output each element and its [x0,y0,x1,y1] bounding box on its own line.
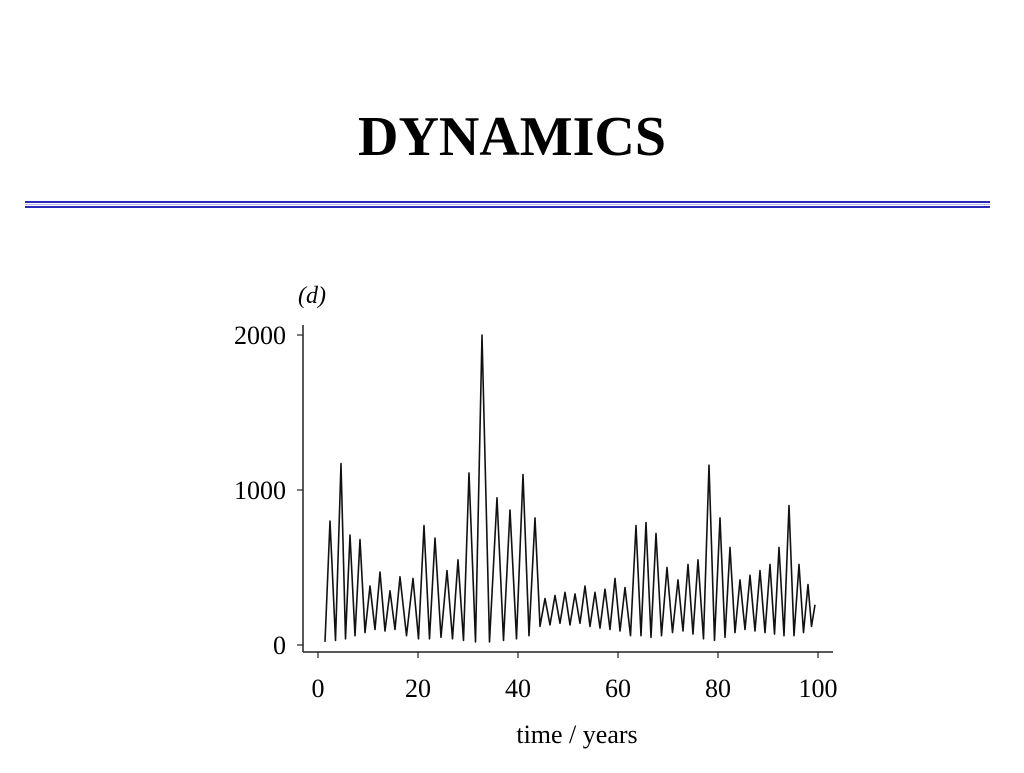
y-tick-label: 1000 [234,476,286,505]
y-tick-label: 0 [273,631,286,660]
panel-label: (d) [298,283,326,309]
x-axis-label: time / years [516,720,637,749]
y-tick-label: 2000 [234,321,286,350]
x-tick-label: 40 [505,674,531,703]
x-tick-label: 0 [312,674,325,703]
x-tick-label: 100 [799,674,838,703]
x-tick-label: 80 [705,674,731,703]
x-tick-label: 20 [405,674,431,703]
slide-title: DYNAMICS [358,106,666,168]
x-tick-label: 60 [605,674,631,703]
series-line [324,334,816,643]
